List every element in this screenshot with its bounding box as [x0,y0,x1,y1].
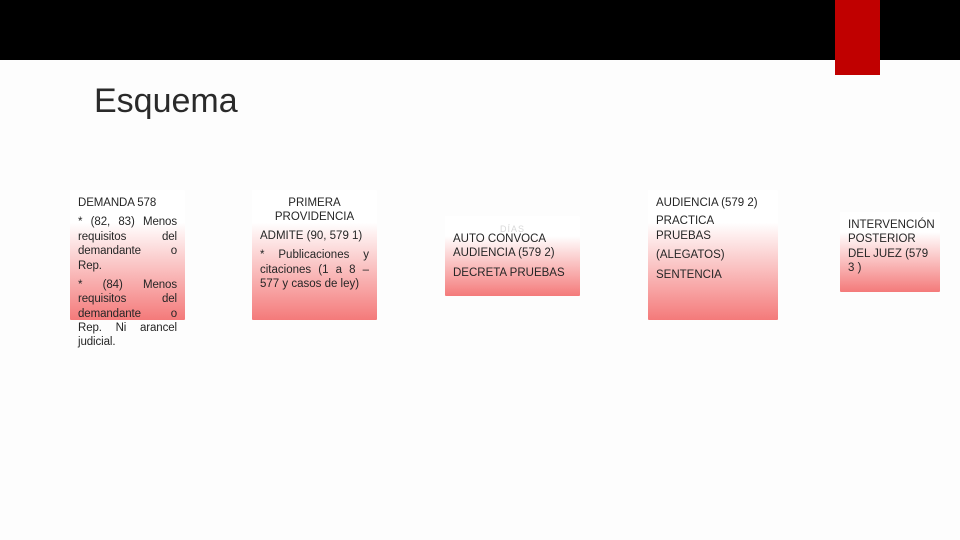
slide-title: Esquema [94,82,238,121]
box-audiencia: AUDIENCIA (579 2) PRACTICA PRUEBAS (ALEG… [648,190,778,320]
text-line: PRACTICA PRUEBAS [656,214,770,243]
slide-top-bar [0,0,960,60]
box-header: PRIMERA PROVIDENCIA [260,196,369,225]
diagram-stage: DEMANDA 578 * (82, 83) Menos requisitos … [0,190,960,390]
text-line: DEMANDA 578 [78,196,177,210]
text-line: SENTENCIA [656,268,770,282]
text-line: (ALEGATOS) [656,248,770,262]
box-primera-providencia: PRIMERA PROVIDENCIA ADMITE (90, 579 1) *… [252,190,377,320]
accent-tab [835,0,880,75]
text-line: DECRETA PRUEBAS [453,266,572,280]
text-line: * Publicaciones y citaciones (1 a 8 – 57… [260,248,369,291]
text-line: * (82, 83) Menos requisitos del demandan… [78,215,177,273]
box-demanda: DEMANDA 578 * (82, 83) Menos requisitos … [70,190,185,320]
box-intervencion: INTERVENCIÓN POSTERIOR DEL JUEZ (579 3 ) [840,212,940,292]
box-header: AUDIENCIA (579 2) [656,196,770,210]
box-auto-convoca: DÍAS AUTO CONVOCA AUDIENCIA (579 2) DECR… [445,216,580,296]
text-line: * (84) Menos requisitos del demandante o… [78,278,177,350]
text-line: AUTO CONVOCA AUDIENCIA (579 2) [453,232,572,261]
text-line: ADMITE (90, 579 1) [260,229,369,243]
text-line: INTERVENCIÓN POSTERIOR DEL JUEZ (579 3 ) [848,218,932,276]
watermark-text: DÍAS [500,224,525,235]
